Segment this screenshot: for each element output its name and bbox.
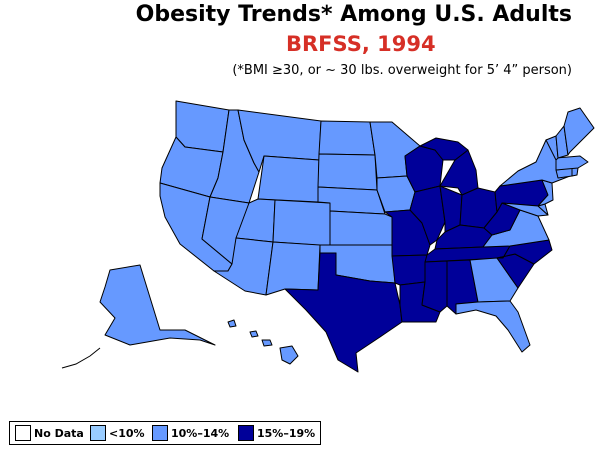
legend-item-15-19: 15%–19% <box>238 425 315 441</box>
legend-label-under-10: <10% <box>109 426 145 440</box>
state-HI-kauai <box>227 319 237 328</box>
legend-swatch-under-10 <box>90 425 106 441</box>
state-KS <box>329 210 393 247</box>
state-NM <box>265 241 321 296</box>
legend-swatch-10-14 <box>152 425 168 441</box>
map-title: Obesity Trends* Among U.S. Adults <box>135 2 572 27</box>
legend-swatch-15-19 <box>238 425 254 441</box>
state-CO <box>272 199 331 247</box>
state-RI <box>571 167 579 177</box>
state-AK <box>99 264 216 346</box>
state-HI-oahu <box>249 330 259 338</box>
state-FL <box>455 300 531 353</box>
state-ME <box>563 107 595 156</box>
legend: No Data <10% 10%–14% 15%–19% <box>9 421 321 445</box>
legend-item-under-10: <10% <box>90 425 145 441</box>
state-WY <box>257 155 320 203</box>
bmi-note: (*BMI ≥30, or ~ 30 lbs. overweight for 5… <box>232 63 572 78</box>
state-HI-maui <box>261 339 273 347</box>
state-SD <box>317 153 378 191</box>
state-MD <box>501 202 549 217</box>
legend-swatch-no-data <box>15 425 31 441</box>
legend-item-10-14: 10%–14% <box>152 425 229 441</box>
legend-item-no-data: No Data <box>15 425 84 441</box>
map-subtitle: BRFSS, 1994 <box>286 32 436 56</box>
state-KY <box>434 224 493 250</box>
state-MI-UP <box>419 137 469 161</box>
state-TX <box>284 252 403 373</box>
legend-label-15-19: 15%–19% <box>257 426 316 440</box>
state-MA <box>555 155 589 171</box>
state-GA <box>469 257 519 303</box>
legend-label-no-data: No Data <box>34 426 84 440</box>
state-AK-aleutians <box>61 347 101 369</box>
state-WA <box>175 100 230 153</box>
state-AR <box>391 254 428 286</box>
state-HI <box>279 345 299 365</box>
state-ND <box>318 120 376 156</box>
state-MS <box>421 260 448 313</box>
legend-label-10-14: 10%–14% <box>171 426 230 440</box>
